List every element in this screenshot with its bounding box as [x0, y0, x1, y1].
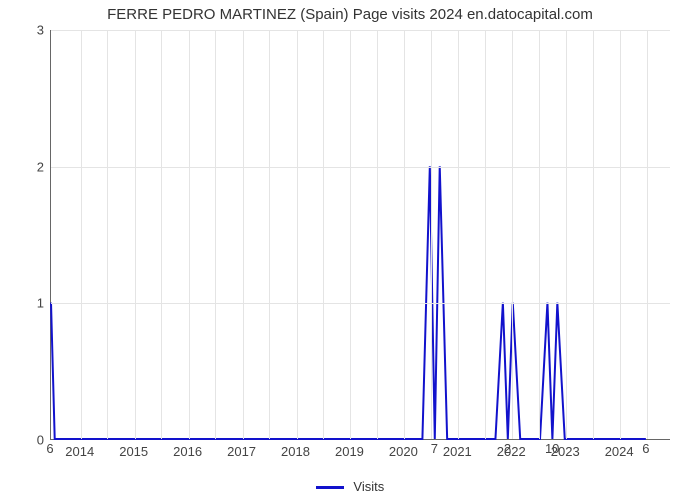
grid-line-v — [269, 30, 270, 439]
grid-line-v — [107, 30, 108, 439]
grid-line-v — [647, 30, 648, 439]
grid-line-v-minor — [81, 30, 82, 439]
grid-line-h — [51, 167, 670, 168]
y-tick-label: 0 — [14, 433, 44, 448]
data-point-label: 10 — [545, 441, 559, 456]
y-tick-label: 3 — [14, 23, 44, 38]
grid-line-v — [323, 30, 324, 439]
x-tick-label: 2021 — [443, 444, 472, 459]
legend-swatch — [316, 486, 344, 489]
data-point-label: 7 — [431, 441, 438, 456]
x-tick-label: 2014 — [65, 444, 94, 459]
grid-line-v-minor — [404, 30, 405, 439]
x-tick-label: 2024 — [605, 444, 634, 459]
data-point-label: 6 — [46, 441, 53, 456]
x-tick-label: 2018 — [281, 444, 310, 459]
x-tick-label: 2022 — [497, 444, 526, 459]
grid-line-v-minor — [620, 30, 621, 439]
grid-line-v — [539, 30, 540, 439]
grid-line-v-minor — [135, 30, 136, 439]
grid-line-v-minor — [189, 30, 190, 439]
x-tick-label: 2019 — [335, 444, 364, 459]
grid-line-v — [431, 30, 432, 439]
grid-line-v-minor — [512, 30, 513, 439]
grid-line-h — [51, 30, 670, 31]
data-point-label: 2 — [504, 441, 511, 456]
x-tick-label: 2015 — [119, 444, 148, 459]
legend: Visits — [0, 479, 700, 494]
grid-line-v-minor — [566, 30, 567, 439]
chart-title: FERRE PEDRO MARTINEZ (Spain) Page visits… — [0, 6, 700, 23]
grid-line-v — [161, 30, 162, 439]
x-tick-label: 2017 — [227, 444, 256, 459]
grid-line-v — [593, 30, 594, 439]
data-point-label: 6 — [642, 441, 649, 456]
x-tick-label: 2016 — [173, 444, 202, 459]
grid-line-v-minor — [350, 30, 351, 439]
grid-line-v-minor — [243, 30, 244, 439]
grid-line-v — [377, 30, 378, 439]
x-tick-label: 2020 — [389, 444, 418, 459]
legend-label: Visits — [353, 479, 384, 494]
grid-line-v-minor — [458, 30, 459, 439]
grid-line-h — [51, 303, 670, 304]
grid-line-v — [215, 30, 216, 439]
chart-container: FERRE PEDRO MARTINEZ (Spain) Page visits… — [0, 0, 700, 500]
line-series — [51, 30, 670, 439]
grid-line-v-minor — [297, 30, 298, 439]
plot-area — [50, 30, 670, 440]
y-tick-label: 2 — [14, 159, 44, 174]
grid-line-v — [485, 30, 486, 439]
y-tick-label: 1 — [14, 296, 44, 311]
